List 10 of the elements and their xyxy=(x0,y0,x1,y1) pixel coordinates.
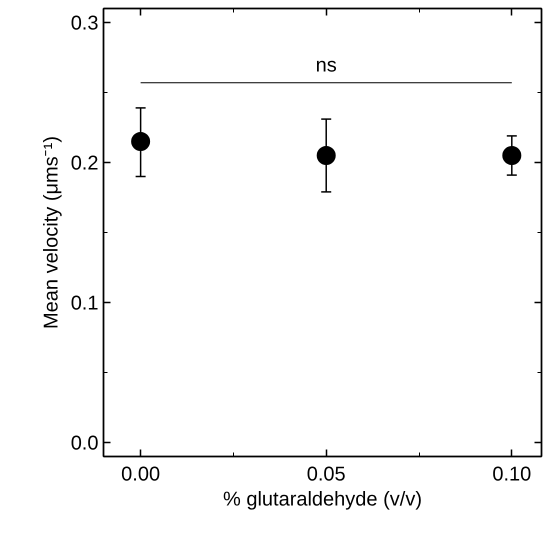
y-tick-label: 0.2 xyxy=(70,152,99,174)
x-tick-label: 0.00 xyxy=(121,464,160,486)
y-tick-label: 0.3 xyxy=(70,12,99,34)
y-tick-label: 0.1 xyxy=(70,292,99,314)
x-tick-label: 0.10 xyxy=(492,464,532,486)
annotation: ns xyxy=(316,54,337,77)
x-tick-label: 0.05 xyxy=(306,464,346,486)
x-axis-title: % glutaraldehyde (v/v) xyxy=(223,488,422,510)
y-axis-title: Mean velocity (μms⁻¹) xyxy=(40,136,63,329)
y-tick-label: 0.0 xyxy=(70,432,99,454)
